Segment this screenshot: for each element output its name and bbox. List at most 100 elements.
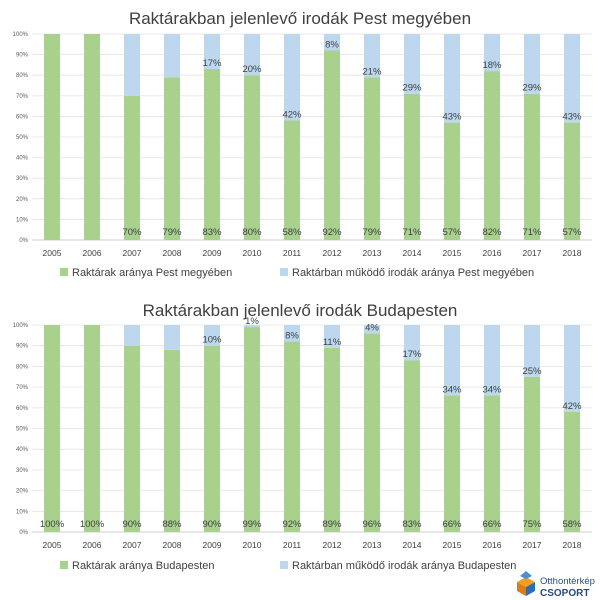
bar-segment-green: [524, 93, 540, 241]
bar-segment-blue: [484, 34, 500, 72]
y-tick-label: 80%: [16, 73, 29, 79]
x-tick-label: 2005: [43, 248, 62, 258]
x-tick-label: 2017: [523, 540, 542, 550]
legend-swatch: [280, 561, 288, 569]
bar-segment-green: [164, 77, 180, 240]
y-tick-label: 90%: [16, 53, 29, 59]
data-label-blue: 17%: [202, 58, 222, 69]
bar-segment-green: [404, 93, 420, 241]
bar-segment-blue: [484, 325, 500, 396]
x-tick-label: 2011: [283, 540, 302, 550]
bar-segment-green: [204, 345, 220, 532]
bar-segment-blue: [404, 325, 420, 361]
y-tick-label: 40%: [16, 447, 29, 453]
data-label-green: 88%: [162, 519, 182, 530]
house-cube-icon: [517, 571, 535, 596]
legend-label: Raktárban működő irodák aránya Budapeste…: [292, 560, 516, 572]
data-label-green: 90%: [122, 519, 142, 530]
data-label-blue: 43%: [562, 112, 582, 123]
data-label-green: 79%: [362, 227, 382, 238]
bar-segment-blue: [444, 34, 460, 123]
y-tick-label: 90%: [16, 344, 29, 350]
y-tick-label: 40%: [16, 156, 29, 162]
bar-segment-green: [324, 347, 340, 532]
chart-title: Raktárakban jelenlevő irodák Budapesten: [143, 301, 458, 320]
bar-segment-green: [444, 122, 460, 240]
bar-segment-green: [84, 325, 100, 532]
y-tick-label: 70%: [16, 385, 29, 391]
y-tick-label: 50%: [16, 135, 29, 141]
x-tick-label: 2008: [163, 540, 182, 550]
x-tick-label: 2015: [443, 248, 462, 258]
data-label-green: 92%: [322, 227, 342, 238]
bar-segment-blue: [524, 325, 540, 377]
data-label-blue: 34%: [482, 384, 502, 395]
data-label-green: 71%: [522, 227, 542, 238]
bar-segment-green: [404, 360, 420, 532]
x-tick-label: 2018: [563, 540, 582, 550]
data-label-green: 66%: [482, 519, 502, 530]
legend-label: Raktárak aránya Budapesten: [72, 560, 214, 572]
x-tick-label: 2008: [163, 248, 182, 258]
x-tick-label: 2016: [483, 540, 502, 550]
bar-segment-blue: [364, 325, 380, 334]
x-tick-label: 2014: [403, 248, 422, 258]
data-label-green: 89%: [322, 519, 342, 530]
data-label-blue: 1%: [245, 316, 259, 327]
bar-segment-blue: [444, 325, 460, 396]
y-tick-label: 50%: [16, 427, 29, 433]
data-label-green: 57%: [562, 227, 582, 238]
bar-segment-blue: [204, 325, 220, 346]
data-label-blue: 11%: [323, 337, 342, 348]
bar-segment-blue: [164, 325, 180, 350]
bar-segment-green: [524, 376, 540, 532]
y-tick-label: 30%: [16, 468, 29, 474]
data-label-green: 99%: [242, 519, 262, 530]
data-label-blue: 17%: [402, 349, 422, 360]
bar-segment-blue: [204, 34, 220, 70]
legend-label: Raktárban működő irodák aránya Pest megy…: [292, 267, 534, 279]
x-tick-label: 2017: [523, 248, 542, 258]
bar-segment-blue: [524, 34, 540, 94]
y-tick-label: 30%: [16, 176, 29, 182]
legend-swatch: [60, 561, 68, 569]
logo-line2: CSOPORT: [540, 588, 589, 599]
x-tick-label: 2012: [323, 248, 342, 258]
bar-segment-green: [444, 395, 460, 532]
data-label-blue: 29%: [402, 83, 422, 94]
data-label-green: 80%: [242, 227, 262, 238]
x-tick-label: 2018: [563, 248, 582, 258]
data-label-green: 58%: [282, 227, 302, 238]
data-label-blue: 10%: [202, 335, 222, 346]
x-tick-label: 2011: [283, 248, 302, 258]
data-label-green: 66%: [442, 519, 462, 530]
x-tick-label: 2016: [483, 248, 502, 258]
data-label-green: 90%: [202, 519, 222, 530]
bar-segment-green: [484, 395, 500, 532]
data-label-blue: 4%: [365, 322, 379, 333]
chart-title: Raktárakban jelenlevő irodák Pest megyéb…: [129, 9, 471, 28]
bar-segment-green: [364, 77, 380, 240]
x-tick-label: 2013: [363, 540, 382, 550]
bar-segment-green: [44, 34, 60, 240]
y-tick-label: 70%: [16, 94, 29, 100]
x-tick-label: 2009: [203, 540, 222, 550]
bar-segment-green: [124, 345, 140, 532]
data-label-green: 57%: [442, 227, 462, 238]
bar-segment-blue: [164, 34, 180, 78]
y-tick-label: 0%: [19, 238, 28, 244]
data-label-blue: 42%: [282, 110, 302, 121]
x-tick-label: 2007: [123, 248, 142, 258]
bar-segment-blue: [564, 325, 580, 412]
y-tick-label: 20%: [16, 197, 29, 203]
bar-segment-green: [244, 75, 260, 240]
bar-segment-blue: [244, 325, 260, 328]
bar-segment-blue: [244, 34, 260, 76]
x-tick-label: 2014: [403, 540, 422, 550]
y-tick-label: 10%: [16, 217, 29, 223]
legend-swatch: [60, 268, 68, 276]
y-tick-label: 60%: [16, 406, 29, 412]
bar-segment-green: [124, 95, 140, 240]
bar-segment-blue: [284, 34, 300, 121]
